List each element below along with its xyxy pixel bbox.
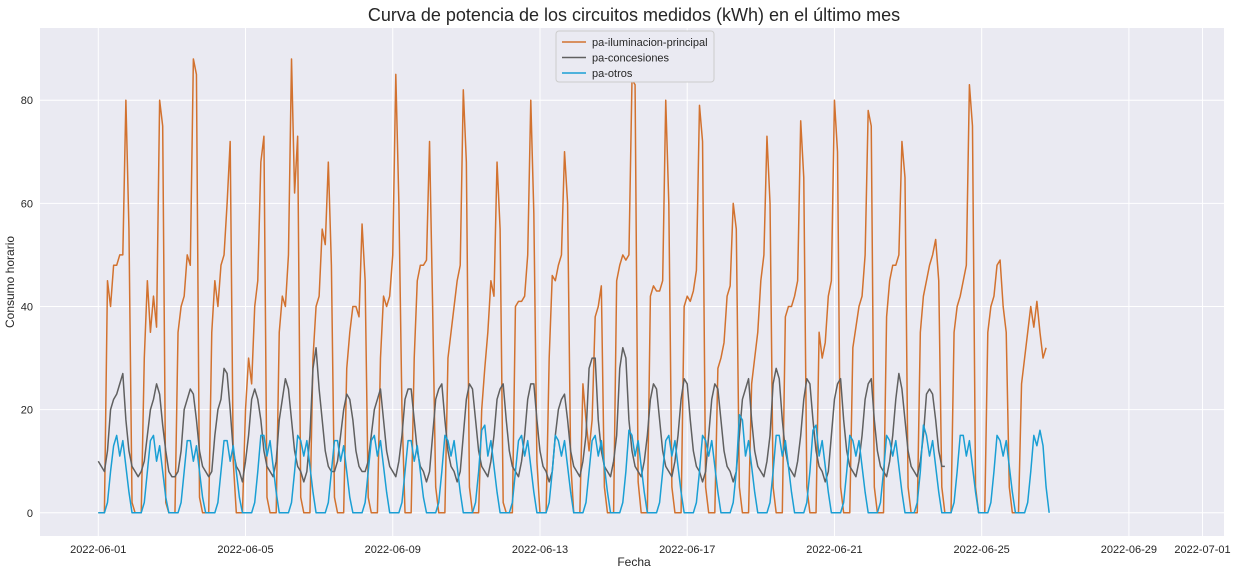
series-lines (97, 58, 1050, 514)
x-tick-label: 2022-06-25 (954, 544, 1010, 556)
y-axis-label: Consumo horario (3, 236, 17, 328)
series-line-1 (97, 347, 945, 483)
y-tick-label: 60 (21, 198, 33, 210)
x-tick-label: 2022-06-05 (217, 544, 273, 556)
x-axis-label: Fecha (617, 555, 651, 569)
legend-entry: pa-otros (592, 68, 633, 80)
chart-title: Curva de potencia de los circuitos medid… (368, 5, 900, 25)
x-tick-label: 2022-06-09 (365, 544, 421, 556)
x-tick-label: 2022-06-17 (659, 544, 715, 556)
x-tick-label: 2022-06-29 (1101, 544, 1157, 556)
y-tick-label: 0 (27, 508, 33, 520)
y-axis-ticks: 0 20 40 60 80 (21, 95, 33, 520)
series-line-2 (98, 414, 1050, 514)
y-tick-label: 80 (21, 95, 33, 107)
x-tick-label: 2022-06-13 (512, 544, 568, 556)
legend: pa-iluminacion-principal pa-concesiones pa… (555, 30, 715, 83)
x-axis-ticks: 2022-06-01 2022-06-05 2022-06-09 2022-06-13… (70, 544, 1231, 556)
legend-frame (555, 30, 715, 83)
y-tick-label: 20 (21, 405, 33, 417)
x-tick-label: 2022-06-21 (806, 544, 862, 556)
legend-entry: pa-concesiones (592, 53, 670, 65)
x-tick-label: 2022-07-01 (1174, 544, 1230, 556)
y-tick-label: 40 (21, 301, 33, 313)
x-tick-label: 2022-06-01 (70, 544, 126, 556)
legend-entry: pa-iluminacion-principal (592, 37, 708, 49)
series-line-0 (98, 58, 1047, 514)
